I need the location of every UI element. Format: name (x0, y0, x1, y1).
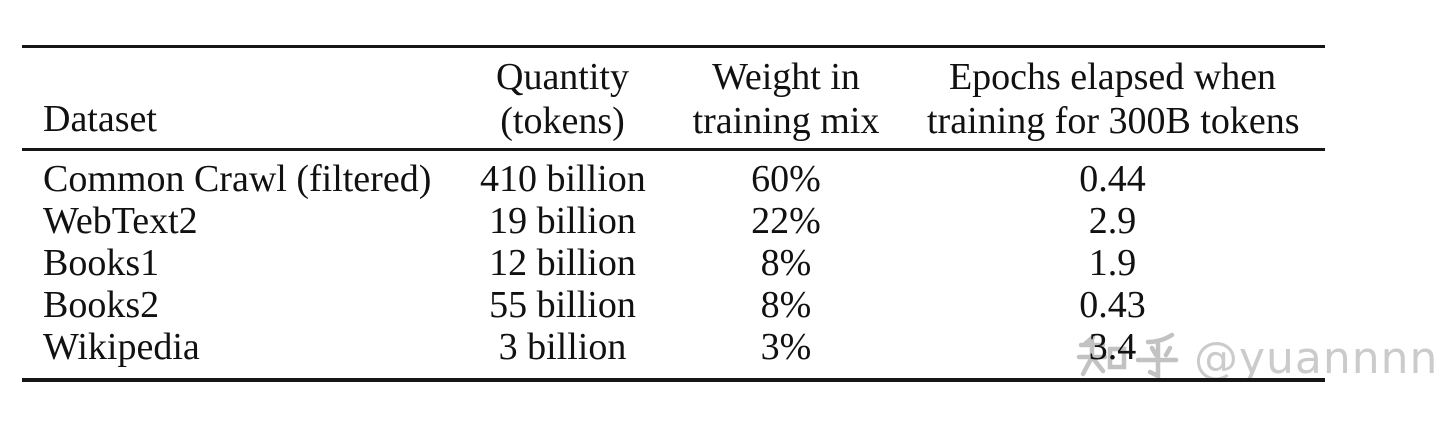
cell-epochs: 0.43 (1079, 284, 1146, 326)
header-weight-line1: Weight in (712, 56, 860, 98)
table-row: WebText2 19 billion 22% 2.9 (22, 200, 1325, 242)
table-header-row: Dataset Quantity (tokens) Weight in trai… (22, 48, 1325, 151)
header-quantity-line2: (tokens) (500, 100, 625, 142)
cell-quantity: 3 billion (498, 326, 627, 368)
cell-dataset: Books2 (43, 284, 160, 326)
zhihu-watermark: @yuannnn (1076, 328, 1439, 384)
table-row: Common Crawl (filtered) 410 billion 60% … (22, 158, 1325, 200)
cell-epochs: 0.44 (1079, 158, 1146, 200)
header-quantity: Quantity (tokens) (480, 48, 645, 148)
watermark-username: @yuannnn (1194, 333, 1439, 384)
zhihu-logo-icon (1076, 332, 1180, 382)
cell-epochs: 3.4 (1088, 326, 1137, 368)
header-quantity-line1: Quantity (496, 56, 629, 98)
cell-weight: 3% (760, 326, 812, 368)
header-weight: Weight in training mix (645, 48, 927, 148)
header-epochs: Epochs elapsed when training for 300B to… (927, 48, 1300, 148)
training-data-table: Dataset Quantity (tokens) Weight in trai… (22, 45, 1325, 382)
cell-epochs: 1.9 (1088, 242, 1137, 284)
cell-dataset: WebText2 (43, 200, 198, 242)
header-dataset: Dataset (22, 48, 480, 148)
header-weight-line2: training mix (692, 100, 880, 142)
table-row: Books1 12 billion 8% 1.9 (22, 242, 1325, 284)
table-row: Wikipedia 3 billion 3% 3.4 (22, 326, 1325, 368)
zhihu-logo-text (1076, 330, 1180, 382)
cell-quantity: 55 billion (489, 284, 636, 326)
table-row: Books2 55 billion 8% 0.43 (22, 284, 1325, 326)
cell-dataset: Common Crawl (filtered) (43, 158, 432, 200)
cell-weight: 22% (751, 200, 821, 242)
cell-dataset: Wikipedia (43, 326, 200, 368)
cell-quantity: 12 billion (489, 242, 636, 284)
cell-quantity: 410 billion (480, 158, 646, 200)
cell-quantity: 19 billion (489, 200, 636, 242)
cell-weight: 60% (751, 158, 821, 200)
cell-dataset: Books1 (43, 242, 160, 284)
cell-epochs: 2.9 (1088, 200, 1137, 242)
cell-weight: 8% (760, 284, 812, 326)
header-epochs-line2: training for 300B tokens (927, 100, 1300, 142)
table-body: Common Crawl (filtered) 410 billion 60% … (22, 151, 1325, 378)
header-dataset-label: Dataset (43, 98, 157, 140)
header-epochs-line1: Epochs elapsed when (948, 56, 1277, 98)
cell-weight: 8% (760, 242, 812, 284)
